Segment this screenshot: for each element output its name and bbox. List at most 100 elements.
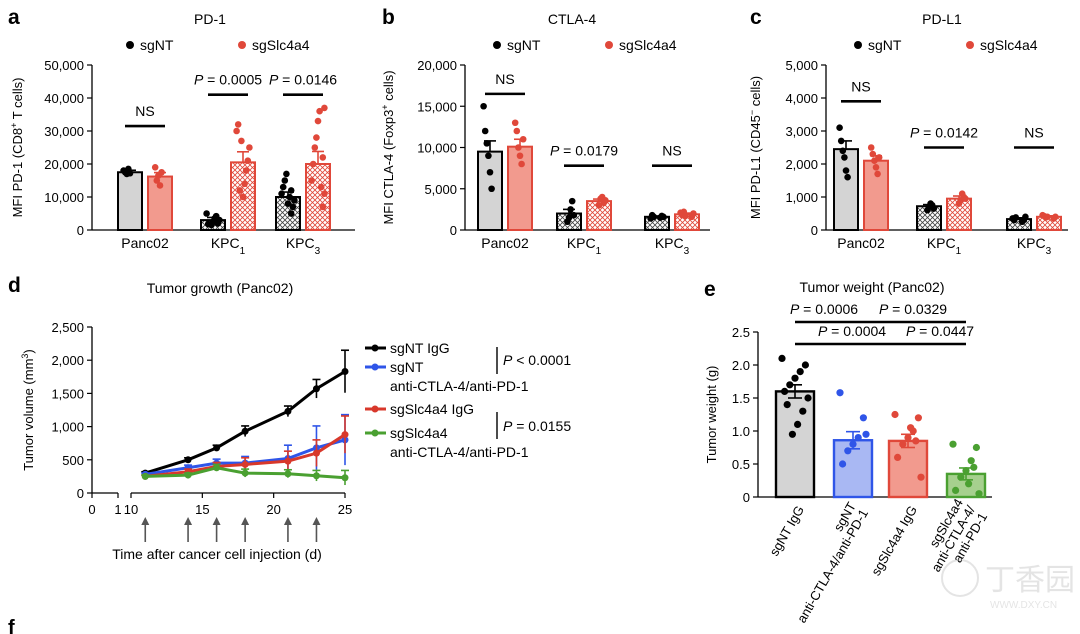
data-point — [278, 190, 285, 197]
data-point — [289, 203, 297, 211]
data-point — [238, 137, 245, 145]
data-point — [660, 213, 667, 221]
y-tick-label: 50,000 — [44, 58, 84, 73]
data-point — [311, 144, 319, 151]
significance-label: P = 0.0179 — [550, 143, 618, 159]
x-tick-label: KPC3 — [1017, 235, 1052, 257]
data-point — [1012, 214, 1020, 221]
data-point — [891, 410, 899, 419]
data-point — [287, 187, 295, 194]
significance-label: P = 0.0005 — [194, 72, 262, 88]
data-point — [513, 127, 521, 135]
data-point — [241, 460, 249, 468]
data-point — [975, 490, 983, 498]
data-point — [284, 407, 292, 415]
y-tick-label: 2.0 — [732, 358, 750, 373]
y-tick-label: 0.5 — [732, 457, 750, 472]
chart-title: CTLA-4 — [548, 11, 596, 27]
watermark-text: 丁香园 — [985, 564, 1075, 597]
y-tick-label: 10,000 — [417, 141, 457, 156]
legend: sgNT sgSlc4a4 — [126, 37, 310, 53]
data-point — [319, 203, 327, 211]
data-point — [836, 124, 843, 131]
data-point — [786, 381, 794, 389]
data-point — [859, 414, 868, 422]
data-point — [839, 147, 847, 155]
treatment-arrow-head-icon — [283, 517, 292, 525]
watermark-sub: WWW.DXY.CN — [990, 600, 1057, 611]
data-point — [284, 457, 292, 465]
data-point — [682, 212, 689, 220]
treatment-arrow-head-icon — [212, 517, 221, 525]
data-point — [511, 119, 519, 127]
y-tick-label: 0 — [77, 223, 84, 238]
y-tick-label: 20,000 — [417, 58, 457, 73]
legend-label: anti-CTLA-4/anti-PD-1 — [390, 444, 529, 460]
y-tick-label: 5,000 — [785, 58, 818, 73]
data-point — [778, 354, 786, 362]
y-tick-label: 4,000 — [785, 91, 818, 106]
data-point — [515, 144, 522, 151]
legend: sgNT sgSlc4a4 — [493, 37, 677, 53]
data-point — [312, 385, 320, 393]
chart-title: Tumor weight (Panc02) — [800, 279, 945, 295]
data-point — [241, 427, 249, 435]
data-point — [781, 387, 789, 395]
data-point — [316, 107, 323, 115]
panel-label: e — [704, 278, 716, 301]
data-point — [1052, 213, 1059, 221]
data-point — [804, 394, 812, 402]
y-tick-label: 2,000 — [785, 157, 818, 172]
treatment-arrow-head-icon — [312, 517, 321, 525]
legend-marker-sgnt — [493, 41, 501, 49]
data-point — [862, 430, 870, 438]
data-point — [236, 187, 244, 194]
y-axis-label: Tumor volume (mm3) — [20, 349, 36, 471]
data-point — [291, 197, 298, 204]
y-axis-label: Tumor weight (g) — [704, 366, 719, 464]
legend-label: anti-CTLA-4/anti-PD-1 — [390, 378, 529, 394]
data-point — [970, 463, 978, 471]
data-point — [874, 170, 881, 178]
data-point — [907, 424, 915, 432]
panel-label: a — [8, 6, 20, 29]
x-axis-label: Time after cancer cell injection (d) — [112, 546, 322, 562]
data-point — [204, 220, 212, 228]
y-tick-label: 3,000 — [785, 124, 818, 139]
legend-marker-sgslc4a4 — [238, 41, 246, 49]
x-tick-label: Panc02 — [481, 235, 529, 251]
bar — [887, 439, 929, 499]
x-tick-label: Panc02 — [837, 235, 885, 251]
x-tick-label: KPC1 — [211, 235, 246, 257]
data-point — [965, 480, 973, 488]
data-point — [799, 407, 807, 415]
data-point — [872, 164, 880, 171]
data-point — [967, 457, 975, 465]
legend-marker — [371, 363, 379, 371]
data-point — [241, 469, 249, 477]
data-point — [233, 127, 240, 135]
data-point — [894, 453, 902, 461]
legend-stat-label: P = 0.0155 — [503, 418, 571, 434]
legend-marker-sgnt — [126, 41, 134, 49]
data-point — [914, 414, 923, 422]
x-tick-label: 10 — [124, 502, 138, 517]
y-axis-label: MFI PD-1 (CD8+ T cells) — [9, 78, 25, 218]
legend: sgNT sgSlc4a4 — [854, 37, 1038, 53]
y-tick-label: 1,000 — [785, 190, 818, 205]
significance-label: NS — [135, 103, 154, 119]
data-point — [1044, 213, 1051, 221]
data-point — [842, 167, 850, 174]
data-point — [286, 193, 293, 201]
data-point — [567, 206, 574, 213]
y-tick-label: 15,000 — [417, 99, 457, 114]
significance-label: NS — [1024, 125, 1043, 141]
y-tick-label: 1.0 — [732, 424, 750, 439]
legend-marker — [371, 405, 379, 413]
data-point — [869, 150, 877, 158]
panel-label: b — [382, 6, 395, 29]
data-point — [875, 154, 883, 161]
y-tick-label: 2.5 — [732, 325, 750, 340]
x-tick-label: Panc02 — [121, 235, 169, 251]
data-point — [1022, 213, 1029, 221]
